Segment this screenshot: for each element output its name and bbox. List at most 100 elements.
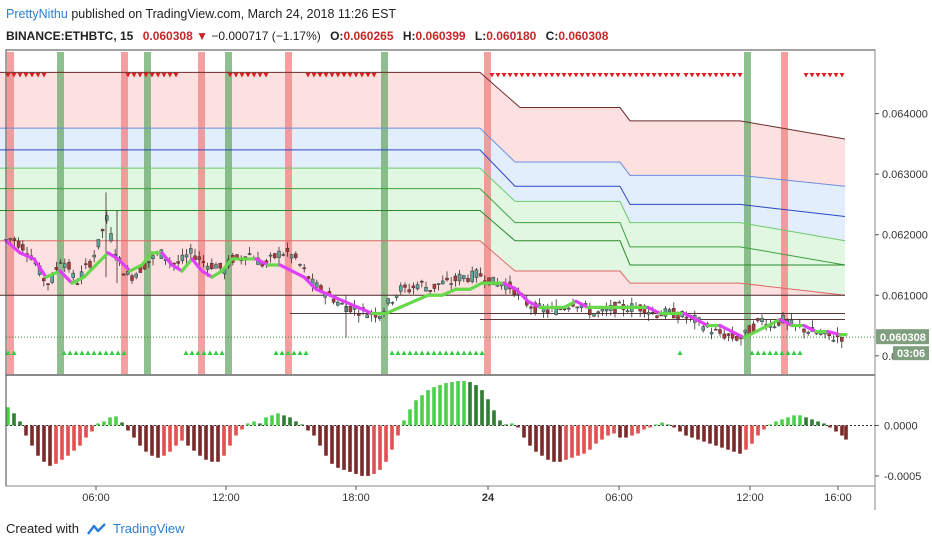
chart-frame bbox=[5, 49, 876, 510]
zone-green bbox=[0, 168, 845, 296]
sell-marker bbox=[305, 73, 311, 78]
buy-marker bbox=[195, 350, 201, 355]
histogram-bar-down bbox=[696, 425, 700, 440]
ma-segment-down bbox=[328, 293, 346, 303]
histogram-bar-down bbox=[642, 425, 646, 430]
candle-down bbox=[121, 273, 126, 276]
ma-segment-down bbox=[4, 239, 22, 255]
signal-band-green bbox=[225, 52, 232, 374]
ma-segment-up bbox=[128, 263, 144, 273]
histogram-bar-down bbox=[546, 425, 550, 460]
ma-segment-down bbox=[278, 263, 294, 273]
candle-down bbox=[218, 262, 222, 269]
histogram-bar-down bbox=[384, 425, 388, 462]
histogram-bar-up bbox=[510, 423, 514, 426]
buy-marker bbox=[389, 350, 395, 355]
candle-up bbox=[214, 264, 218, 269]
candle-down bbox=[67, 262, 71, 270]
candle-up bbox=[567, 307, 571, 310]
sell-marker bbox=[245, 73, 251, 78]
histogram-bar-up bbox=[294, 421, 298, 426]
histogram-bar-down bbox=[138, 425, 142, 446]
candle-up bbox=[105, 215, 109, 221]
signal-band-red bbox=[484, 52, 491, 374]
candle-up bbox=[617, 301, 621, 304]
candle-up bbox=[575, 306, 579, 309]
candle-down bbox=[533, 302, 537, 314]
candle-up bbox=[449, 283, 453, 285]
candle-up bbox=[441, 280, 445, 285]
ma-segment-down bbox=[574, 299, 590, 309]
sell-marker bbox=[737, 73, 743, 78]
sell-marker bbox=[579, 73, 585, 78]
ma-segment-down bbox=[778, 317, 794, 328]
histogram-bar-up bbox=[450, 382, 454, 426]
histogram-bar-down bbox=[558, 425, 562, 462]
candle-down bbox=[75, 283, 80, 285]
histogram-bar-up bbox=[462, 381, 466, 426]
candle-down bbox=[46, 283, 50, 286]
histogram-bar-down bbox=[828, 425, 832, 428]
buy-marker bbox=[395, 350, 401, 355]
sell-marker bbox=[311, 73, 317, 78]
histogram-bar-up bbox=[426, 390, 430, 426]
ma-segment-up bbox=[562, 299, 578, 309]
ma-segment-down bbox=[116, 257, 132, 273]
histogram-bar-down bbox=[90, 425, 94, 432]
candle-down bbox=[445, 277, 449, 281]
histogram-bar-down bbox=[126, 425, 130, 431]
candle-up bbox=[831, 339, 836, 342]
close-label: C: bbox=[545, 29, 559, 43]
buy-marker bbox=[103, 350, 109, 355]
candle-down bbox=[478, 273, 483, 277]
candle-up bbox=[92, 254, 96, 258]
sell-marker bbox=[657, 73, 663, 78]
candle-down bbox=[546, 309, 550, 313]
histogram-bar-down bbox=[54, 425, 58, 464]
buy-marker bbox=[461, 350, 467, 355]
ma-segment-up bbox=[140, 251, 154, 267]
histogram-bar-up bbox=[468, 382, 472, 426]
candle-up bbox=[424, 287, 428, 292]
buy-marker bbox=[407, 350, 413, 355]
candle-up bbox=[96, 239, 101, 248]
buy-marker bbox=[273, 350, 279, 355]
histogram-bar-down bbox=[570, 425, 574, 458]
tradingview-brand-link[interactable]: TradingView bbox=[112, 521, 185, 536]
histogram-bar-up bbox=[498, 420, 502, 426]
histogram-bar-down bbox=[168, 425, 172, 452]
published-text: published on TradingView.com, March 24, … bbox=[71, 7, 397, 21]
ma-segment-down bbox=[694, 317, 710, 328]
buy-marker bbox=[213, 350, 219, 355]
buy-marker bbox=[677, 350, 683, 355]
histogram-bar-up bbox=[282, 415, 286, 426]
ma-segment-down bbox=[58, 269, 74, 285]
sell-marker bbox=[125, 73, 131, 78]
histogram-bar-up bbox=[504, 424, 508, 426]
sell-marker bbox=[651, 73, 657, 78]
sell-marker bbox=[525, 73, 531, 78]
histogram-bar-down bbox=[204, 425, 208, 460]
candle-down bbox=[651, 311, 655, 314]
histogram-bar-down bbox=[324, 425, 328, 456]
buy-marker bbox=[183, 350, 189, 355]
histogram-bar-up bbox=[120, 422, 124, 426]
moving-average bbox=[4, 239, 848, 340]
histogram-bar-down bbox=[216, 425, 220, 462]
ma-segment-down bbox=[170, 263, 184, 273]
buy-marker bbox=[437, 350, 443, 355]
histogram-bar-down bbox=[678, 425, 682, 432]
buy-marker bbox=[455, 350, 461, 355]
histogram-bar-down bbox=[834, 425, 838, 432]
histogram-bar-down bbox=[36, 425, 40, 456]
sell-marker bbox=[29, 73, 35, 78]
sell-marker bbox=[615, 73, 621, 78]
candle-up bbox=[743, 329, 747, 333]
candle-down bbox=[147, 261, 151, 263]
price-tick-label: 0.063000 bbox=[882, 169, 928, 181]
candle-down bbox=[714, 328, 718, 331]
author-link[interactable]: PrettyNithu bbox=[6, 7, 68, 21]
last-price-badge bbox=[876, 329, 929, 345]
sell-marker bbox=[609, 73, 615, 78]
